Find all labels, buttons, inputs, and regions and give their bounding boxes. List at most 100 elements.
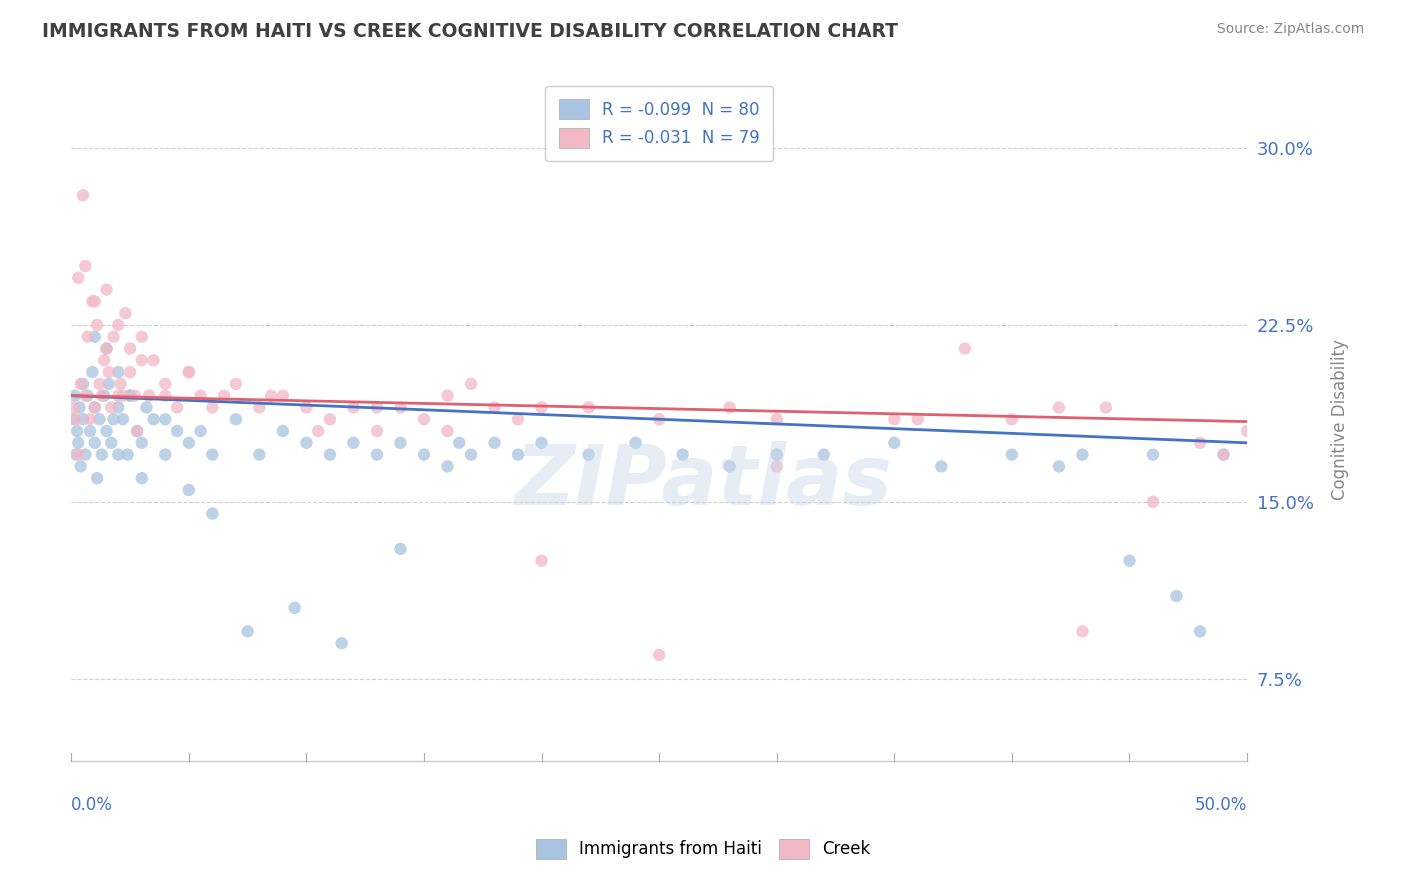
Point — [111, 412, 134, 426]
Text: 0.0%: 0.0% — [72, 797, 112, 814]
Point — [155, 448, 177, 462]
Point — [65, 412, 87, 426]
Point — [484, 401, 506, 415]
Point — [131, 353, 153, 368]
Point — [1047, 459, 1070, 474]
Point — [62, 412, 84, 426]
Point — [127, 424, 149, 438]
Point — [111, 389, 134, 403]
Point — [201, 507, 224, 521]
Point — [96, 424, 118, 438]
Point — [672, 448, 695, 462]
Point — [93, 389, 115, 403]
Point — [114, 306, 136, 320]
Point — [648, 412, 671, 426]
Point — [1212, 448, 1234, 462]
Point — [107, 448, 129, 462]
Point — [765, 412, 787, 426]
Point — [83, 401, 105, 415]
Point — [271, 389, 294, 403]
Point — [718, 459, 741, 474]
Point — [107, 401, 129, 415]
Point — [67, 270, 90, 285]
Point — [578, 448, 600, 462]
Point — [460, 448, 482, 462]
Point — [225, 376, 247, 391]
Point — [135, 401, 157, 415]
Point — [953, 342, 976, 356]
Point — [76, 330, 98, 344]
Point — [83, 435, 105, 450]
Point — [82, 365, 104, 379]
Point — [79, 424, 101, 438]
Point — [366, 401, 388, 415]
Point — [89, 376, 111, 391]
Point — [389, 435, 412, 450]
Point — [86, 318, 108, 332]
Point — [883, 435, 905, 450]
Point — [127, 424, 149, 438]
Point — [1236, 424, 1258, 438]
Text: Source: ZipAtlas.com: Source: ZipAtlas.com — [1216, 22, 1364, 37]
Point — [166, 424, 188, 438]
Point — [436, 424, 458, 438]
Point — [76, 389, 98, 403]
Point — [484, 435, 506, 450]
Point — [100, 435, 122, 450]
Point — [83, 401, 105, 415]
Point — [212, 389, 235, 403]
Point — [436, 389, 458, 403]
Point — [389, 401, 412, 415]
Point — [138, 389, 160, 403]
Point — [142, 412, 165, 426]
Point — [75, 259, 97, 273]
Point — [506, 412, 529, 426]
Point — [69, 401, 91, 415]
Point — [110, 376, 132, 391]
Point — [718, 401, 741, 415]
Point — [648, 648, 671, 662]
Point — [107, 365, 129, 379]
Point — [155, 376, 177, 391]
Point — [1212, 448, 1234, 462]
Point — [166, 401, 188, 415]
Point — [530, 435, 553, 450]
Point — [66, 424, 89, 438]
Point — [319, 412, 342, 426]
Point — [96, 283, 118, 297]
Point — [366, 424, 388, 438]
Point — [1118, 554, 1140, 568]
Point — [118, 342, 141, 356]
Point — [83, 330, 105, 344]
Point — [247, 401, 270, 415]
Point — [247, 448, 270, 462]
Point — [131, 330, 153, 344]
Point — [366, 448, 388, 462]
Point — [225, 412, 247, 426]
Point — [530, 401, 553, 415]
Point — [103, 330, 125, 344]
Text: ZIPatlas: ZIPatlas — [515, 442, 891, 522]
Point — [1071, 624, 1094, 639]
Point — [97, 376, 120, 391]
Point — [69, 459, 91, 474]
Point — [63, 389, 86, 403]
Point — [342, 401, 364, 415]
Y-axis label: Cognitive Disability: Cognitive Disability — [1331, 339, 1348, 500]
Point — [530, 554, 553, 568]
Point — [82, 294, 104, 309]
Point — [72, 376, 94, 391]
Point — [1142, 494, 1164, 508]
Legend: R = -0.099  N = 80, R = -0.031  N = 79: R = -0.099 N = 80, R = -0.031 N = 79 — [546, 86, 773, 161]
Point — [118, 389, 141, 403]
Point — [190, 389, 212, 403]
Point — [86, 471, 108, 485]
Point — [201, 448, 224, 462]
Point — [1189, 435, 1212, 450]
Point — [83, 294, 105, 309]
Point — [1001, 412, 1024, 426]
Point — [295, 435, 318, 450]
Point — [100, 401, 122, 415]
Point — [1142, 448, 1164, 462]
Point — [107, 389, 129, 403]
